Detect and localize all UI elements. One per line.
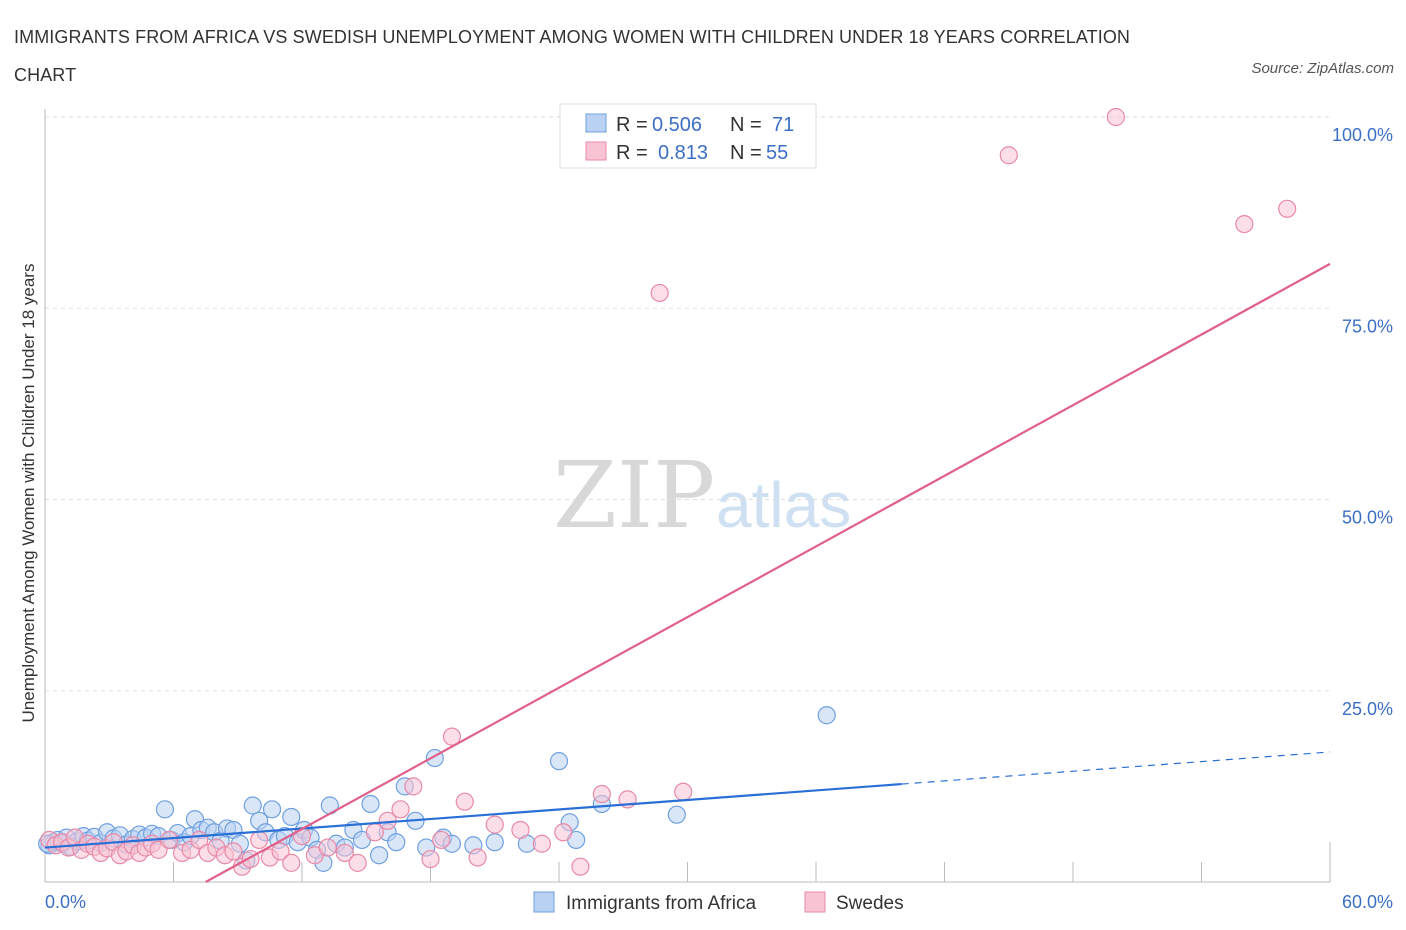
watermark-atlas: atlas [716, 469, 851, 541]
y-tick-label: 25.0% [1342, 699, 1393, 719]
data-point [511, 820, 530, 840]
data-point [455, 792, 474, 811]
data-point [318, 838, 337, 857]
trend-line-africa-extension [901, 751, 1331, 785]
legend-n-value-africa: 71 [772, 114, 794, 136]
trend-line-africa [44, 782, 902, 849]
data-point [999, 146, 1018, 165]
legend-swatch-swedes [585, 141, 607, 161]
legend-r-value-africa: 0.506 [652, 114, 702, 136]
data-point [485, 815, 504, 834]
y-axis-title: Unemployment Among Women with Children U… [19, 264, 38, 723]
data-point [442, 727, 462, 746]
legend-r-label-africa: R = [616, 114, 648, 136]
legend-n-label-swedes: N = [730, 142, 762, 164]
gridlines [45, 116, 1330, 692]
data-point [432, 830, 451, 850]
bottom-legend-label-swedes: Swedes [836, 893, 904, 914]
data-point [404, 777, 423, 796]
data-point [160, 830, 179, 850]
data-point [348, 853, 367, 872]
x-tick-label: 0.0% [45, 892, 86, 912]
legend-r-value-swedes: 0.813 [658, 142, 708, 164]
axes [44, 109, 1331, 883]
data-point [271, 842, 290, 861]
data-point [391, 800, 410, 819]
y-tick-label: 100.0% [1332, 125, 1393, 145]
data-point [1106, 107, 1125, 127]
x-tick-label: 60.0% [1342, 892, 1393, 912]
data-point [650, 283, 669, 303]
y-tick-label: 50.0% [1342, 508, 1393, 528]
data-point [667, 805, 686, 824]
trend-lines [44, 262, 1331, 883]
legend-r-label-swedes: R = [616, 142, 648, 164]
y-tick-labels: 25.0% 50.0% 75.0% 100.0% [1332, 125, 1393, 719]
data-point [282, 853, 301, 872]
data-point [224, 842, 243, 861]
bottom-legend-label-africa: Immigrants from Africa [566, 893, 756, 914]
stats-legend: R = 0.506 N = 71 R = 0.813 N = 55 [559, 103, 817, 169]
data-point [817, 706, 836, 725]
data-point [532, 834, 551, 853]
data-point [1278, 199, 1297, 218]
legend-n-value-swedes: 55 [766, 142, 788, 164]
chart-title: IMMIGRANTS FROM AFRICA VS SWEDISH UNEMPL… [14, 27, 1131, 85]
data-point [1235, 215, 1254, 234]
data-point [335, 843, 354, 863]
data-point [361, 794, 380, 814]
data-point [554, 823, 573, 842]
y-tick-label: 75.0% [1342, 316, 1393, 336]
data-point [549, 752, 569, 771]
bottom-legend-swatch-africa [533, 891, 555, 913]
source-label: Source: ZipAtlas.com [1251, 60, 1394, 77]
data-point [250, 830, 269, 850]
trend-line-swedes [205, 262, 1331, 883]
data-point [468, 848, 487, 867]
data-point [387, 833, 406, 852]
legend-n-label-africa: N = [730, 114, 762, 136]
data-point [262, 800, 282, 819]
bottom-legend-swatch-swedes [804, 891, 826, 913]
legend-swatch-africa [585, 113, 607, 133]
data-point [243, 796, 262, 815]
data-point [421, 849, 440, 869]
series-legend: Immigrants from Africa Swedes [533, 891, 904, 914]
data-point [282, 807, 301, 827]
data-point [155, 800, 175, 819]
data-point [592, 784, 611, 804]
x-tick-labels: 0.0% 60.0% [45, 892, 1393, 912]
data-point [370, 846, 389, 865]
data-point [674, 782, 693, 801]
data-point [571, 857, 590, 876]
watermark-zip: ZIP [553, 442, 715, 549]
data-point [485, 833, 504, 852]
